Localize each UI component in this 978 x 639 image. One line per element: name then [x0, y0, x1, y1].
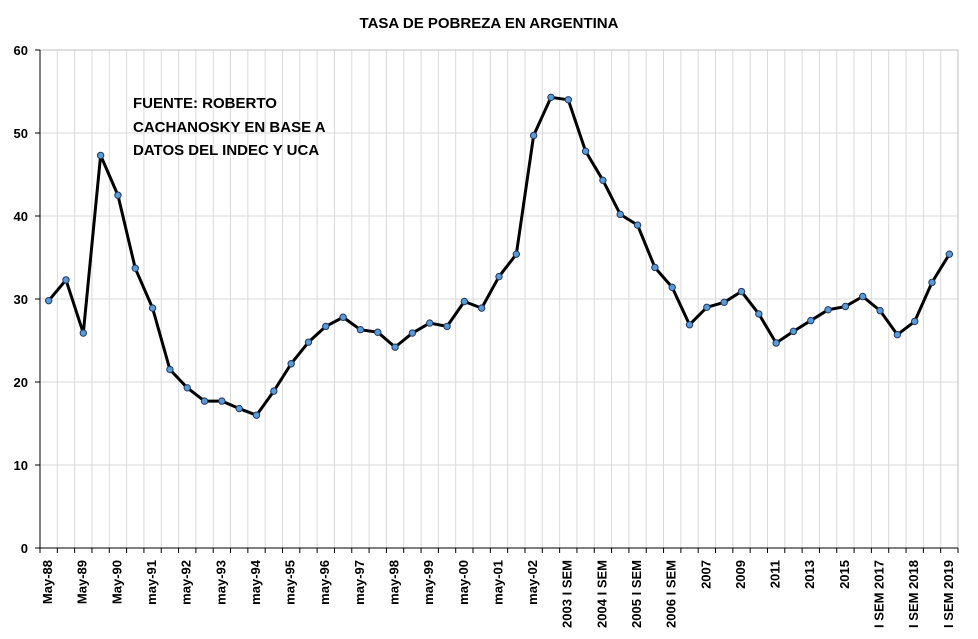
x-tick-label: 2011 [768, 560, 783, 588]
x-tick-label: I SEM 2018 [906, 560, 921, 628]
data-point [131, 264, 139, 272]
data-point [616, 210, 624, 219]
x-tick-label: may-92 [179, 560, 194, 605]
data-point [339, 313, 347, 321]
data-point [477, 304, 486, 312]
data-point [287, 360, 295, 368]
x-tick-label: May-88 [40, 560, 55, 604]
x-tick-label: may-94 [248, 559, 263, 605]
data-point [668, 283, 676, 292]
x-tick-label: 2013 [802, 560, 817, 589]
data-point [529, 131, 538, 140]
data-point [581, 147, 590, 155]
x-tick-label: may-99 [421, 560, 436, 605]
data-point [720, 298, 728, 307]
data-point [772, 339, 780, 347]
data-point [443, 322, 451, 331]
y-tick-label: 20 [14, 375, 28, 390]
grid-lines [39, 49, 959, 549]
x-tick-label: 2004 I SEM [594, 560, 609, 628]
y-tick-label: 30 [14, 292, 28, 307]
data-point [235, 404, 243, 413]
x-tick-label: may-95 [283, 560, 298, 605]
y-tick-label: 0 [21, 541, 28, 556]
x-tick-label: may-97 [352, 560, 367, 605]
data-point [547, 93, 555, 102]
data-points [44, 93, 954, 419]
data-point [945, 250, 954, 258]
x-axis: May-88 May-89 May-90 may-91 may-92 may-93 may-… [39, 547, 959, 628]
data-point [928, 278, 936, 287]
data-point [304, 338, 313, 346]
y-tick-label: 40 [14, 209, 28, 224]
data-point [408, 329, 417, 337]
annotation-line-2: CACHANOSKY EN BASE A [133, 119, 326, 136]
data-point [824, 306, 832, 314]
data-point [218, 397, 226, 405]
data-point [166, 365, 174, 374]
data-point [148, 304, 157, 312]
data-point [374, 328, 382, 336]
data-point [633, 221, 642, 229]
data-point [893, 330, 902, 339]
data-point [322, 322, 330, 331]
x-tick-label: 2009 [733, 560, 748, 589]
x-tick-label: 2007 [698, 560, 713, 589]
y-tick-label: 60 [14, 43, 28, 58]
data-point [96, 151, 105, 160]
x-tick-label: I SEM 2017 [871, 560, 886, 628]
x-tick-label: 2015 [837, 560, 852, 589]
data-point [841, 302, 850, 311]
data-point [426, 319, 434, 327]
y-axis: 0 10 20 30 40 50 60 [14, 43, 41, 556]
data-point [44, 296, 53, 305]
data-point [495, 272, 503, 281]
source-annotation: FUENTE: ROBERTO CACHANOSKY EN BASE A DAT… [133, 95, 326, 159]
data-point [62, 276, 70, 284]
data-point [183, 384, 191, 392]
x-tick-label: may-98 [387, 560, 402, 605]
x-tick-label: May-90 [109, 560, 124, 604]
x-tick-label: may-02 [525, 560, 540, 605]
data-point [599, 176, 607, 185]
x-tick-label: may-93 [213, 560, 228, 605]
data-point [703, 303, 711, 311]
data-point [859, 292, 867, 301]
data-point [252, 411, 261, 419]
x-tick-label: may-00 [456, 560, 471, 605]
data-point [910, 317, 919, 326]
data-point [876, 306, 884, 315]
annotation-line-1: FUENTE: ROBERTO [133, 95, 277, 112]
y-tick-label: 10 [14, 458, 28, 473]
x-tick-label: 2005 I SEM [629, 560, 644, 628]
data-point [789, 327, 798, 336]
x-tick-label: may-96 [317, 560, 332, 605]
data-point [114, 191, 122, 199]
data-point [564, 96, 572, 104]
data-point [200, 397, 209, 405]
x-tick-label: 2003 I SEM [560, 560, 575, 628]
data-point [79, 329, 88, 337]
data-point [356, 326, 365, 334]
data-point [512, 250, 521, 258]
x-tick-label: may-01 [490, 560, 505, 605]
x-tick-label: May-89 [75, 560, 90, 604]
data-point [460, 297, 469, 306]
data-point [685, 321, 694, 329]
data-point [651, 263, 659, 272]
y-tick-label: 50 [14, 126, 28, 141]
annotation-line-3: DATOS DEL INDEC Y UCA [133, 142, 319, 159]
data-point [270, 387, 278, 395]
data-point [737, 287, 746, 296]
data-point [391, 343, 399, 351]
x-tick-label: I SEM 2019 [941, 560, 956, 628]
x-tick-label: may-91 [144, 560, 159, 605]
data-point [755, 310, 763, 318]
x-tick-label: 2006 I SEM [664, 560, 679, 628]
chart-title: TASA DE POBREZA EN ARGENTINA [360, 15, 619, 32]
data-point [807, 316, 815, 325]
